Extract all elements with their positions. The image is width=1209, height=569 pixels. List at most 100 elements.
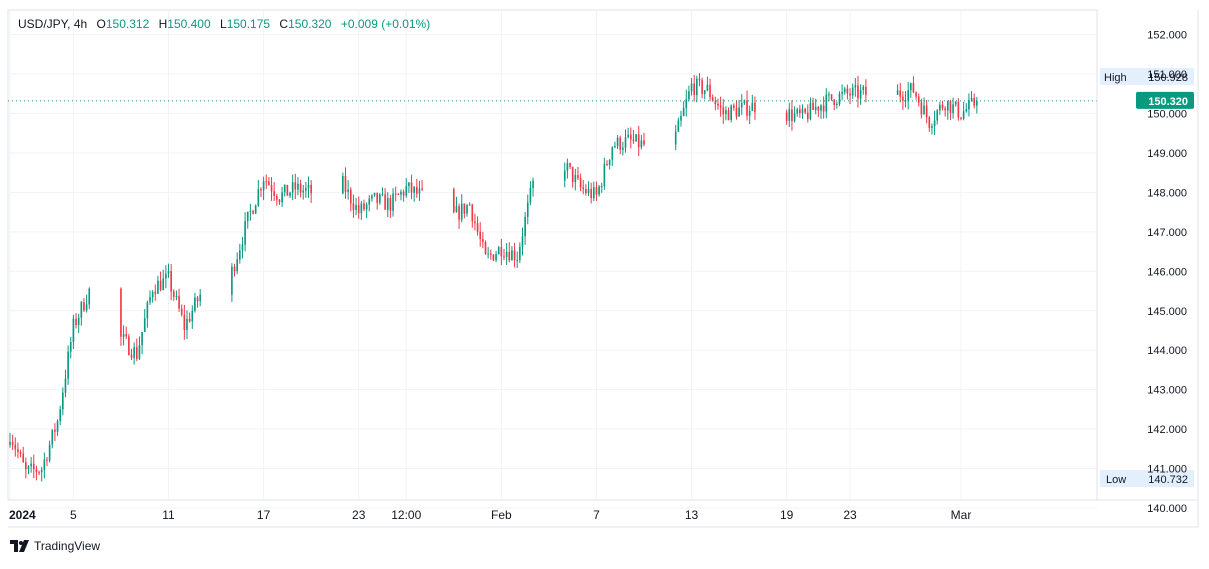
candle-body <box>249 210 252 212</box>
candle-body <box>754 102 756 113</box>
candle-body <box>302 190 305 193</box>
candle-body <box>717 103 719 106</box>
candle-body <box>349 189 352 204</box>
candle-body <box>814 106 817 110</box>
candle-body <box>310 184 312 194</box>
y-tick-label: 150.000 <box>1147 109 1187 121</box>
candle-body <box>862 86 865 90</box>
candle-body <box>904 100 907 102</box>
candle-body <box>186 318 188 330</box>
high-marker-label: High <box>1104 72 1127 84</box>
candle-body <box>373 192 376 196</box>
candle-body <box>701 80 703 94</box>
candle-body <box>587 188 590 194</box>
candle-body <box>489 253 492 255</box>
tradingview-brand[interactable]: TradingView <box>10 539 100 553</box>
candle-body <box>915 92 917 97</box>
candle-body <box>32 463 35 470</box>
candle-body <box>725 110 727 115</box>
interval-label[interactable]: 4h <box>73 17 88 31</box>
candle-body <box>690 83 693 92</box>
x-tick-label: 23 <box>352 508 366 522</box>
candle-body <box>297 183 299 190</box>
candle-body <box>619 137 622 150</box>
candle-body <box>828 94 830 96</box>
candle-body <box>923 105 925 115</box>
candle-body <box>492 254 495 261</box>
candle-body <box>563 170 566 181</box>
candle-body <box>917 96 920 103</box>
x-tick-label: 13 <box>685 508 699 522</box>
candle-body <box>965 109 968 112</box>
symbol-label[interactable]: USD/JPY <box>18 17 68 31</box>
candle-body <box>841 91 843 94</box>
candle-body <box>598 186 600 195</box>
candle-body <box>286 184 289 196</box>
y-tick-label: 143.000 <box>1147 385 1187 397</box>
candle-body <box>183 314 186 330</box>
candle-body <box>505 251 508 258</box>
candle-body <box>624 137 627 148</box>
candle-body <box>577 175 579 179</box>
candle-body <box>635 134 637 142</box>
candle-body <box>196 297 199 302</box>
candle-body <box>640 140 643 148</box>
candle-body <box>931 126 933 128</box>
candle-body <box>944 108 946 111</box>
candle-body <box>149 297 151 303</box>
candle-body <box>120 288 122 337</box>
candle-body <box>812 102 814 110</box>
candle-body <box>696 78 698 96</box>
candle-body <box>722 107 725 115</box>
candle-body <box>960 117 962 119</box>
open-value: 150.312 <box>105 17 150 31</box>
low-marker-tag <box>1100 470 1194 488</box>
candle-body <box>305 188 307 191</box>
y-tick-label: 144.000 <box>1147 345 1187 357</box>
x-tick-label: Feb <box>491 508 512 522</box>
candle-body <box>796 109 799 114</box>
candle-body <box>19 452 22 454</box>
candle-body <box>135 347 138 359</box>
candle-body <box>585 189 587 194</box>
candle-body <box>162 278 165 291</box>
candle-body <box>616 137 619 147</box>
x-tick-label: 5 <box>70 508 77 522</box>
candle-body <box>468 204 471 206</box>
candle-body <box>260 189 262 191</box>
candle-body <box>344 176 347 192</box>
candle-body <box>77 317 80 326</box>
change-value: +0.009 (+0.01%) <box>340 17 431 31</box>
candle-body <box>402 191 405 196</box>
candle-body <box>497 247 500 255</box>
last-price-label: 150.320 <box>1148 96 1188 108</box>
candle-body <box>180 308 183 315</box>
candle-body <box>376 192 379 203</box>
candle-body <box>175 295 178 297</box>
candle-body <box>571 166 574 183</box>
candle-body <box>48 444 51 461</box>
open-label: O <box>96 17 106 31</box>
candle-body <box>167 271 170 274</box>
grid-layer <box>7 9 1098 509</box>
candle-body <box>822 105 825 112</box>
candle-body <box>608 159 611 165</box>
candle-body <box>199 294 202 302</box>
candle-body <box>363 203 365 210</box>
candle-body <box>365 204 368 210</box>
candle-body <box>727 110 730 121</box>
candle-body <box>830 94 833 100</box>
candle-body <box>299 183 302 193</box>
candle-body <box>788 109 791 121</box>
last-price-tag <box>1136 91 1194 109</box>
candle-body <box>379 194 381 203</box>
candle-body <box>265 181 268 183</box>
candle-body <box>25 462 27 470</box>
candle-body <box>706 84 709 91</box>
candle-body <box>252 210 254 214</box>
candle-body <box>392 193 394 211</box>
candle-body <box>566 163 569 171</box>
candle-body <box>151 292 154 298</box>
